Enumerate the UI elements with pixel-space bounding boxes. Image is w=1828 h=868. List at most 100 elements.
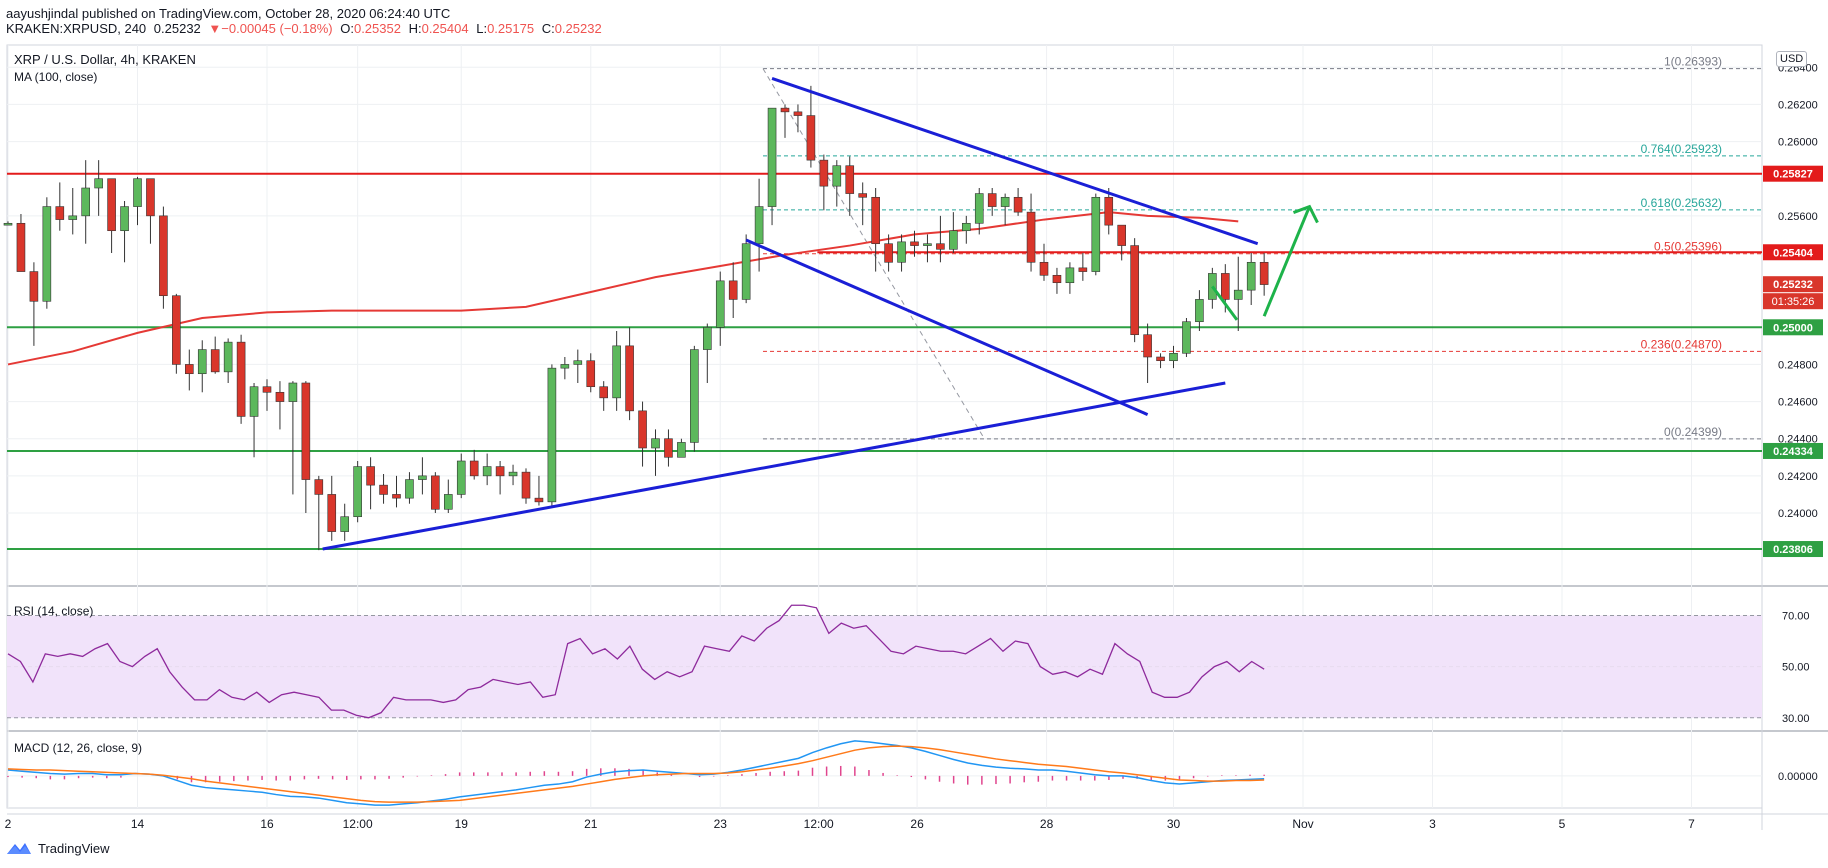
high-value: 0.25404 [421, 21, 469, 36]
author-name[interactable]: aayushjindal [6, 6, 79, 21]
candle [1246, 253, 1256, 305]
candle [1130, 238, 1139, 343]
fib-level-label: 0.236(0.24870) [1641, 337, 1722, 351]
candle [1078, 253, 1088, 281]
candle-body [987, 193, 997, 207]
candle [1091, 193, 1101, 276]
price-level-badge-text: 0.25232 [1773, 279, 1813, 291]
candle-body [651, 438, 660, 449]
candle-body [871, 196, 880, 245]
candle [638, 401, 647, 467]
currency-badge[interactable]: USD [1776, 51, 1808, 67]
trend-line [745, 238, 1149, 416]
candle [974, 188, 984, 235]
time-tick-label: 30 [1167, 817, 1181, 831]
candle-body [1169, 352, 1178, 362]
price-tick-label: 0.24800 [1778, 359, 1818, 371]
candle [443, 479, 453, 513]
candle [159, 206, 168, 309]
candle [1104, 188, 1114, 235]
candle-body [120, 206, 129, 232]
rsi-line [7, 604, 1265, 719]
symbol-text: KRAKEN:XRPUSD, 240 [6, 21, 147, 36]
candle-body [146, 178, 155, 217]
candle-body [1221, 273, 1230, 300]
candle [55, 182, 65, 231]
header-line: aayushjindal published on TradingView.co… [6, 6, 450, 21]
candle [1026, 193, 1036, 272]
candle-body [741, 243, 751, 300]
price-level-badge [1763, 541, 1823, 558]
candle-body [612, 345, 621, 399]
candle-body [3, 222, 13, 226]
candle-body [664, 438, 673, 458]
candle-body [314, 479, 324, 495]
time-tick-label: 19 [455, 817, 469, 831]
candle [1143, 323, 1152, 383]
candle [612, 331, 621, 411]
change-arrow: ▼ [208, 21, 222, 36]
candle [754, 178, 764, 272]
rsi-tick-label: 30.00 [1782, 713, 1810, 725]
candle-body [1143, 334, 1152, 358]
candle-body [353, 466, 362, 518]
candle [469, 449, 479, 480]
candle-body [897, 241, 906, 263]
candle-body [521, 471, 531, 499]
tradingview-footer[interactable]: TradingView [6, 840, 110, 856]
time-tick-label: 28 [1040, 817, 1054, 831]
trend-line [322, 381, 1226, 551]
candle [625, 327, 634, 421]
last-price: 0.25232 [153, 21, 201, 36]
publish-header: aayushjindal published on TradingView.co… [0, 0, 1828, 40]
candle [392, 475, 401, 508]
price-level-badge-text: 0.25404 [1773, 247, 1814, 259]
candle-body [858, 193, 868, 198]
candle [987, 188, 997, 216]
candle [172, 293, 181, 374]
candle-body [1091, 196, 1101, 272]
candle [262, 379, 272, 411]
change-text: −0.00045 (−0.18%) [221, 21, 333, 36]
candle-body [29, 271, 39, 302]
time-tick-label: 12:00 [804, 817, 834, 831]
candle-body [728, 280, 738, 300]
candle-body [94, 178, 103, 189]
candle-body [392, 494, 401, 499]
trend-line [771, 77, 1259, 246]
time-tick-label: 3 [1429, 817, 1436, 831]
candle-body [55, 206, 65, 220]
candle [107, 178, 116, 253]
ma-legend: MA (100, close) [14, 70, 98, 84]
candle-body [1039, 261, 1049, 276]
candle-body [301, 382, 311, 480]
candle-body [236, 341, 246, 417]
low-label: L: [476, 21, 488, 36]
candle-body [431, 475, 440, 510]
close-label: C: [541, 21, 555, 36]
time-tick-label: 14 [131, 817, 145, 831]
candle-body [68, 215, 78, 220]
candle-body [1052, 274, 1062, 284]
fib-level-label: 0.764(0.25923) [1641, 142, 1722, 156]
candle-body [702, 326, 712, 350]
candle [133, 176, 142, 226]
candle [314, 475, 324, 551]
candle [223, 338, 233, 383]
candle [405, 472, 414, 504]
candle-body [1000, 196, 1010, 207]
projection-line [1211, 285, 1239, 321]
candle [806, 85, 816, 168]
candle-body [210, 349, 220, 373]
candle [379, 474, 388, 504]
time-tick-label: 23 [714, 817, 728, 831]
candle-body [974, 193, 984, 224]
candle-body [961, 222, 971, 232]
candle-body [172, 295, 181, 365]
time-tick-label: 12:00 [343, 817, 373, 831]
candle [1117, 224, 1126, 261]
candle [418, 457, 427, 495]
projection-line [1262, 205, 1311, 317]
candle-body [1013, 196, 1023, 213]
